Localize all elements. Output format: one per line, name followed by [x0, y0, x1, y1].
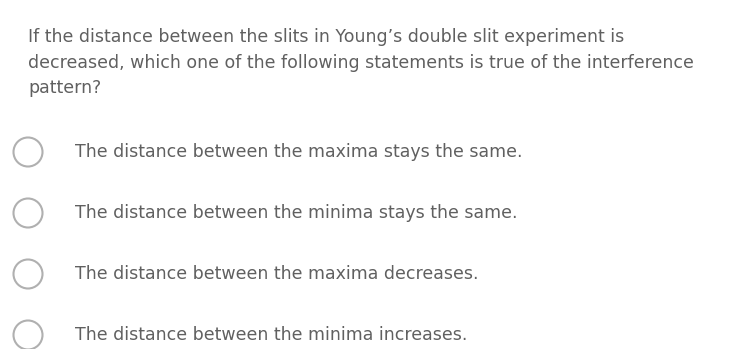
Text: If the distance between the slits in Young’s double slit experiment is
decreased: If the distance between the slits in You… — [28, 28, 694, 97]
Text: The distance between the minima increases.: The distance between the minima increase… — [75, 326, 468, 344]
Text: The distance between the maxima decreases.: The distance between the maxima decrease… — [75, 265, 479, 283]
Text: The distance between the maxima stays the same.: The distance between the maxima stays th… — [75, 143, 522, 161]
Text: The distance between the minima stays the same.: The distance between the minima stays th… — [75, 204, 517, 222]
